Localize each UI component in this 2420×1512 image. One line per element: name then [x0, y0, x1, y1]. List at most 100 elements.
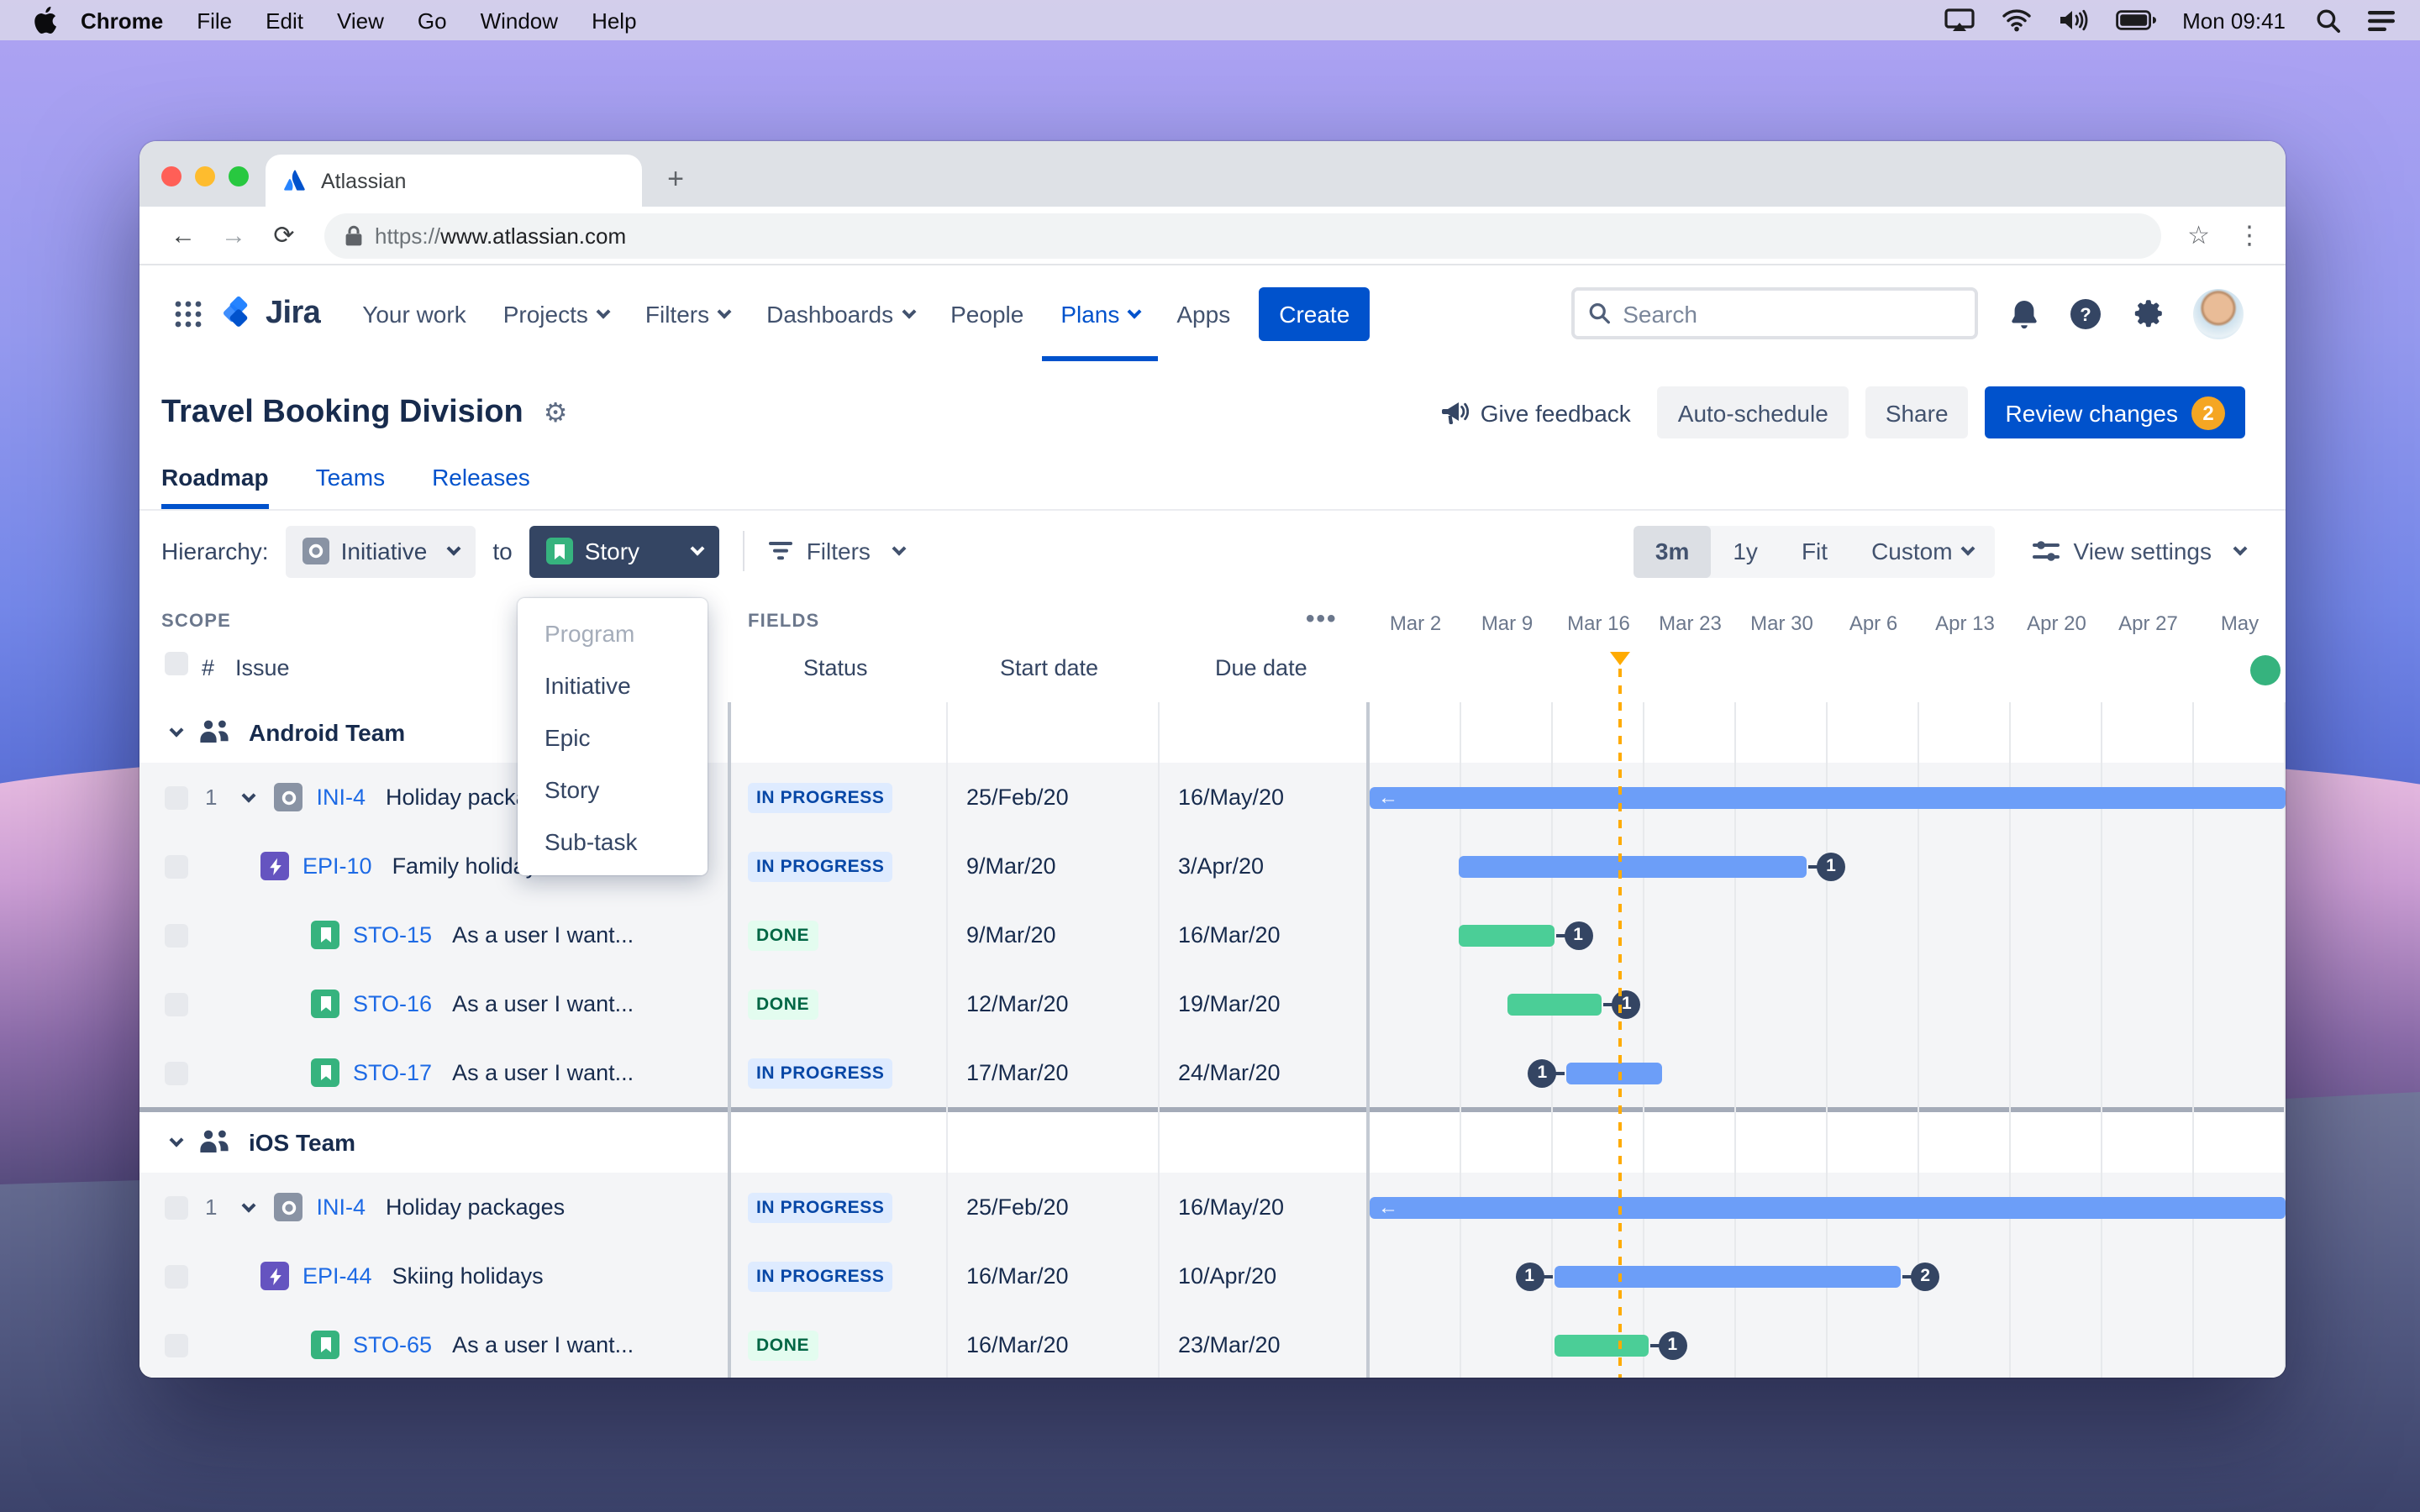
expand-chevron-icon[interactable]	[241, 787, 256, 802]
status-badge[interactable]: IN PROGRESS	[748, 1058, 893, 1088]
issue-row-ini-4-ios[interactable]: 1 INI-4 Holiday packages IN PROGRESS 25/…	[139, 1173, 2286, 1242]
issue-key-link[interactable]: INI-4	[316, 1194, 366, 1220]
due-date-cell[interactable]: 23/Mar/20	[1178, 1332, 1281, 1357]
dependency-count-badge[interactable]: 1	[1816, 852, 1845, 880]
nav-item-filters[interactable]: Filters	[627, 265, 748, 361]
review-changes-button[interactable]: Review changes 2	[1985, 386, 2245, 438]
expand-chevron-icon[interactable]	[241, 1197, 256, 1212]
menu-help[interactable]: Help	[592, 8, 637, 33]
start-date-cell[interactable]: 12/Mar/20	[966, 991, 1069, 1016]
menu-view[interactable]: View	[336, 8, 384, 33]
dependency-count-badge[interactable]: 1	[1515, 1262, 1544, 1290]
issue-key-link[interactable]: STO-65	[353, 1332, 433, 1357]
plan-settings-gear-icon[interactable]: ⚙	[543, 399, 568, 428]
dependency-count-badge[interactable]: 1	[1612, 990, 1641, 1018]
global-search-box[interactable]	[1571, 287, 1978, 339]
menu-bar-clock[interactable]: Mon 09:41	[2182, 8, 2286, 33]
menu-item-story[interactable]: Story	[544, 775, 600, 802]
scope-fields-divider[interactable]	[728, 591, 731, 1378]
gantt-bar[interactable]	[1507, 993, 1602, 1015]
issue-row-sto-16[interactable]: STO-16 As a user I want... DONE 12/Mar/2…	[139, 969, 2286, 1038]
new-tab-button[interactable]: +	[667, 163, 684, 195]
zoom-3m[interactable]: 3m	[1633, 525, 1712, 577]
gantt-bar[interactable]	[1459, 924, 1555, 946]
fields-timeline-divider[interactable]	[1366, 591, 1370, 1378]
zoom-1y[interactable]: 1y	[1733, 538, 1758, 564]
start-date-cell[interactable]: 16/Mar/20	[966, 1332, 1069, 1357]
issue-row-epi-10[interactable]: EPI-10 Family holidays IN PROGRESS 9/Mar…	[139, 832, 2286, 900]
gantt-bar[interactable]	[1554, 1334, 1649, 1356]
status-badge[interactable]: DONE	[748, 989, 818, 1019]
column-header-due-date[interactable]: Due date	[1215, 655, 1307, 680]
view-settings-button[interactable]: View settings	[2032, 538, 2248, 564]
window-zoom-button[interactable]	[229, 166, 249, 186]
issue-row-sto-17[interactable]: STO-17 As a user I want... IN PROGRESS 1…	[139, 1038, 2286, 1107]
row-checkbox[interactable]	[165, 1061, 188, 1084]
start-date-cell[interactable]: 9/Mar/20	[966, 922, 1056, 948]
status-badge[interactable]: IN PROGRESS	[748, 1261, 893, 1291]
issue-key-link[interactable]: EPI-44	[302, 1263, 372, 1289]
issue-row-epi-44[interactable]: EPI-44 Skiing holidays IN PROGRESS 16/Ma…	[139, 1242, 2286, 1310]
nav-item-apps[interactable]: Apps	[1176, 300, 1231, 327]
issue-key-link[interactable]: EPI-10	[302, 853, 372, 879]
dependency-count-badge[interactable]: 1	[1564, 921, 1593, 949]
menu-go[interactable]: Go	[417, 8, 447, 33]
start-date-cell[interactable]: 9/Mar/20	[966, 853, 1056, 879]
status-badge[interactable]: IN PROGRESS	[748, 851, 893, 881]
user-avatar[interactable]	[2193, 288, 2244, 339]
menu-item-initiative[interactable]: Initiative	[544, 671, 631, 698]
issue-key-link[interactable]: STO-17	[353, 1060, 433, 1085]
nav-item-people[interactable]: People	[950, 300, 1024, 327]
group-row-ios-team[interactable]: iOS Team	[139, 1112, 2286, 1173]
issue-row-sto-65[interactable]: STO-65 As a user I want... DONE 16/Mar/2…	[139, 1310, 2286, 1378]
row-checkbox[interactable]	[165, 1264, 188, 1288]
airplay-icon[interactable]	[1944, 8, 1974, 32]
bookmark-star-icon[interactable]: ☆	[2187, 222, 2210, 250]
status-badge[interactable]: IN PROGRESS	[748, 1192, 893, 1222]
zoom-custom[interactable]: Custom	[1849, 525, 1994, 577]
gantt-bar[interactable]: ←	[1370, 1196, 2286, 1218]
issue-row-ini-4[interactable]: 1 INI-4 Holiday packages IN PROGRESS 25/…	[139, 763, 2286, 832]
status-badge[interactable]: DONE	[748, 1330, 818, 1360]
menu-item-epic[interactable]: Epic	[544, 723, 591, 750]
due-date-cell[interactable]: 16/Mar/20	[1178, 922, 1281, 948]
nav-item-projects[interactable]: Projects	[485, 265, 627, 361]
collapse-chevron-icon[interactable]	[169, 722, 184, 738]
due-date-cell[interactable]: 24/Mar/20	[1178, 1060, 1281, 1085]
reload-button[interactable]: ⟳	[273, 222, 295, 250]
zoom-fit[interactable]: Fit	[1801, 538, 1828, 564]
group-row-android-team[interactable]: Android Team	[139, 702, 2286, 763]
dependency-count-badge[interactable]: 1	[1658, 1331, 1687, 1359]
row-checkbox[interactable]	[165, 1195, 188, 1219]
nav-item-dashboards[interactable]: Dashboards	[748, 265, 932, 361]
start-date-cell[interactable]: 25/Feb/20	[966, 785, 1069, 810]
battery-icon[interactable]	[2115, 10, 2156, 30]
settings-gear-icon[interactable]	[2131, 297, 2165, 330]
spotlight-icon[interactable]	[2316, 8, 2341, 33]
window-close-button[interactable]	[161, 166, 182, 186]
menu-item-program[interactable]: Program	[544, 619, 635, 646]
status-badge[interactable]: DONE	[748, 920, 818, 950]
menu-item-sub-task[interactable]: Sub-task	[544, 827, 638, 854]
issue-row-sto-15[interactable]: STO-15 As a user I want... DONE 9/Mar/20…	[139, 900, 2286, 969]
fields-more-options-icon[interactable]: •••	[1306, 605, 1338, 633]
row-checkbox[interactable]	[165, 785, 188, 809]
row-checkbox[interactable]	[165, 923, 188, 947]
auto-schedule-button[interactable]: Auto-schedule	[1657, 386, 1849, 438]
volume-icon[interactable]	[2058, 8, 2088, 32]
url-omnibox[interactable]: https://www.atlassian.com	[324, 213, 2161, 258]
apple-menu-icon[interactable]	[34, 7, 57, 34]
issue-key-link[interactable]: STO-15	[353, 922, 433, 948]
search-input[interactable]	[1623, 300, 1961, 327]
nav-item-your-work[interactable]: Your work	[362, 300, 466, 327]
start-date-cell[interactable]: 25/Feb/20	[966, 1194, 1069, 1220]
status-badge[interactable]: IN PROGRESS	[748, 782, 893, 812]
browser-tab-atlassian[interactable]: Atlassian	[266, 155, 642, 207]
tab-releases[interactable]: Releases	[432, 464, 530, 491]
issue-key-link[interactable]: INI-4	[316, 785, 366, 810]
menu-edit[interactable]: Edit	[266, 8, 303, 33]
collapse-chevron-icon[interactable]	[169, 1132, 184, 1147]
window-minimize-button[interactable]	[195, 166, 215, 186]
app-switcher-grid-icon[interactable]	[173, 298, 203, 328]
gantt-bar[interactable]	[1459, 855, 1807, 877]
